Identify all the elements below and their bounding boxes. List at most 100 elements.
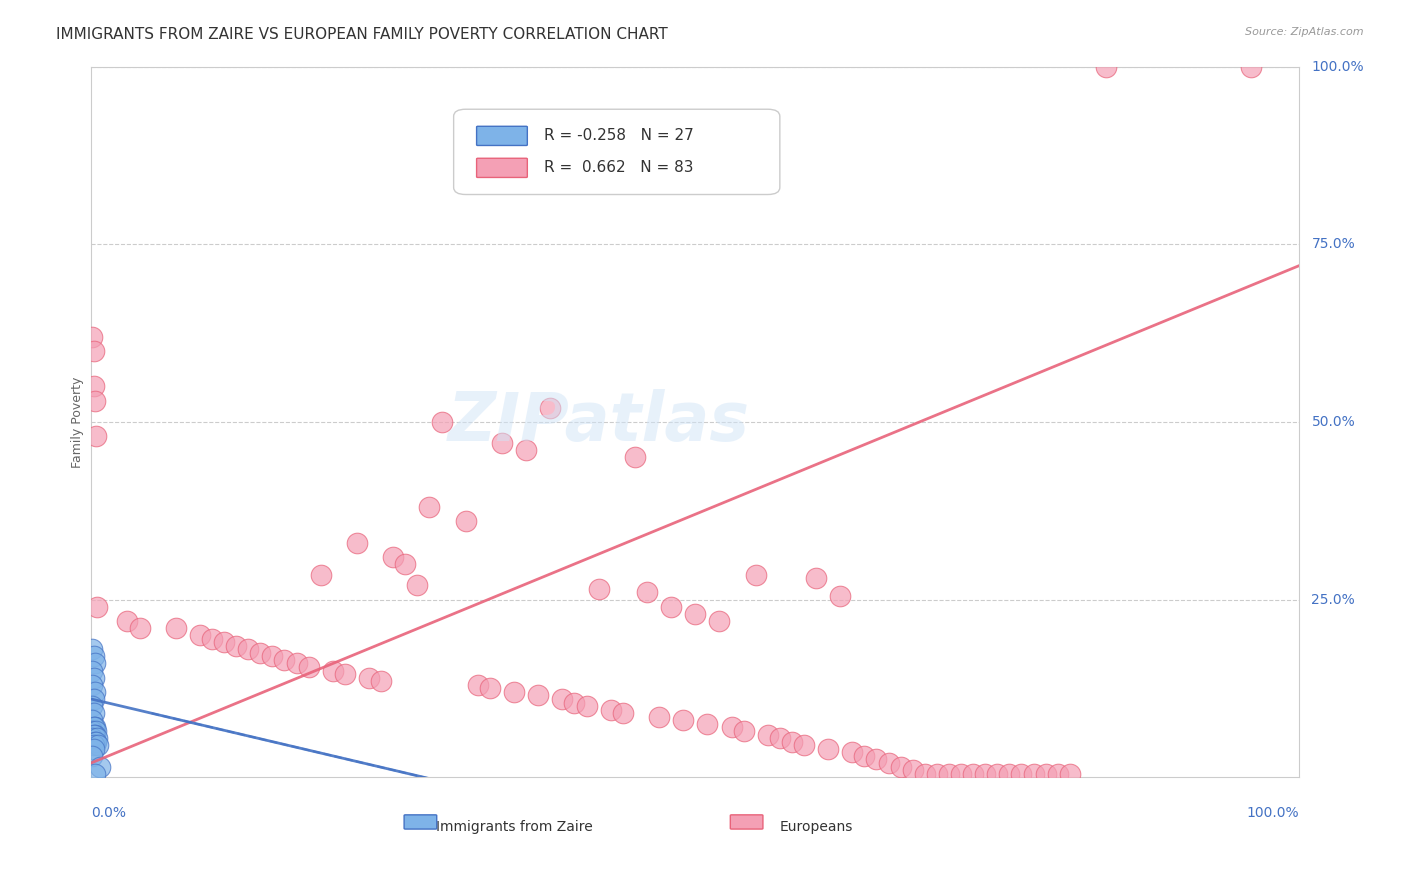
Point bbox=[830, 589, 852, 603]
Point bbox=[696, 717, 718, 731]
Point bbox=[273, 653, 295, 667]
FancyBboxPatch shape bbox=[454, 109, 780, 194]
Point bbox=[998, 766, 1021, 780]
Text: R = -0.258   N = 27: R = -0.258 N = 27 bbox=[544, 128, 695, 143]
Point bbox=[1035, 766, 1057, 780]
Text: Immigrants from Zaire: Immigrants from Zaire bbox=[436, 820, 592, 834]
Point bbox=[83, 721, 105, 735]
Point bbox=[817, 741, 839, 756]
Point bbox=[853, 748, 876, 763]
Point bbox=[238, 642, 260, 657]
Point bbox=[599, 703, 621, 717]
Point bbox=[612, 706, 634, 721]
Point bbox=[82, 724, 104, 739]
Point bbox=[394, 557, 416, 571]
Point bbox=[83, 741, 105, 756]
Point bbox=[370, 674, 392, 689]
Point bbox=[87, 738, 110, 752]
Point bbox=[1011, 766, 1033, 780]
Point bbox=[84, 724, 107, 739]
Point bbox=[86, 599, 108, 614]
Point bbox=[914, 766, 936, 780]
Point bbox=[575, 699, 598, 714]
Point bbox=[588, 582, 610, 596]
Point bbox=[890, 759, 912, 773]
Point bbox=[83, 343, 105, 358]
Point bbox=[285, 657, 308, 671]
Point bbox=[83, 734, 105, 748]
Point bbox=[83, 766, 105, 780]
Point bbox=[974, 766, 997, 780]
Point bbox=[86, 731, 108, 745]
Text: IMMIGRANTS FROM ZAIRE VS EUROPEAN FAMILY POVERTY CORRELATION CHART: IMMIGRANTS FROM ZAIRE VS EUROPEAN FAMILY… bbox=[56, 27, 668, 42]
Text: 100.0%: 100.0% bbox=[1312, 60, 1364, 74]
Point bbox=[467, 678, 489, 692]
Point bbox=[83, 706, 105, 721]
Point bbox=[82, 714, 104, 728]
Point bbox=[454, 515, 477, 529]
Point bbox=[709, 614, 731, 628]
Point bbox=[128, 621, 150, 635]
Point bbox=[83, 393, 105, 408]
Point bbox=[406, 578, 429, 592]
Point bbox=[793, 738, 815, 752]
Point bbox=[430, 415, 453, 429]
Point bbox=[478, 681, 501, 696]
FancyBboxPatch shape bbox=[404, 815, 437, 829]
Point bbox=[84, 429, 107, 443]
Point bbox=[82, 731, 104, 745]
Text: Europeans: Europeans bbox=[779, 820, 853, 834]
Point bbox=[322, 664, 344, 678]
Point bbox=[804, 571, 827, 585]
Point bbox=[249, 646, 271, 660]
Point bbox=[901, 763, 924, 777]
Point bbox=[503, 685, 526, 699]
Point bbox=[491, 436, 513, 450]
Point bbox=[333, 667, 356, 681]
Point bbox=[1046, 766, 1069, 780]
Point bbox=[83, 649, 105, 664]
Point bbox=[551, 692, 574, 706]
Point bbox=[865, 752, 887, 766]
Text: Source: ZipAtlas.com: Source: ZipAtlas.com bbox=[1246, 27, 1364, 37]
Point bbox=[83, 721, 105, 735]
Point bbox=[938, 766, 960, 780]
Point bbox=[1059, 766, 1081, 780]
Point bbox=[769, 731, 792, 745]
Point bbox=[82, 642, 104, 657]
Point bbox=[82, 678, 104, 692]
Point bbox=[83, 671, 105, 685]
Point bbox=[950, 766, 973, 780]
Point bbox=[672, 714, 695, 728]
FancyBboxPatch shape bbox=[730, 815, 763, 829]
Point bbox=[346, 535, 368, 549]
Point bbox=[1022, 766, 1045, 780]
Point bbox=[82, 748, 104, 763]
Point bbox=[201, 632, 224, 646]
Text: 100.0%: 100.0% bbox=[1247, 805, 1299, 820]
Point bbox=[1240, 60, 1263, 74]
Point bbox=[262, 649, 284, 664]
Point bbox=[89, 759, 111, 773]
FancyBboxPatch shape bbox=[477, 158, 527, 178]
Point bbox=[877, 756, 900, 770]
Point bbox=[841, 745, 863, 759]
Point bbox=[382, 549, 405, 564]
Point bbox=[83, 657, 105, 671]
Text: 25.0%: 25.0% bbox=[1312, 592, 1355, 607]
Point bbox=[756, 727, 779, 741]
Point bbox=[418, 500, 440, 515]
Text: 0.0%: 0.0% bbox=[91, 805, 127, 820]
Text: 50.0%: 50.0% bbox=[1312, 415, 1355, 429]
Point bbox=[309, 567, 332, 582]
Point bbox=[83, 379, 105, 393]
Point bbox=[212, 635, 235, 649]
Y-axis label: Family Poverty: Family Poverty bbox=[72, 376, 84, 467]
Point bbox=[986, 766, 1008, 780]
Point bbox=[527, 689, 550, 703]
Text: 75.0%: 75.0% bbox=[1312, 237, 1355, 252]
FancyBboxPatch shape bbox=[477, 127, 527, 145]
Point bbox=[188, 628, 211, 642]
Point bbox=[780, 734, 803, 748]
Point bbox=[685, 607, 707, 621]
